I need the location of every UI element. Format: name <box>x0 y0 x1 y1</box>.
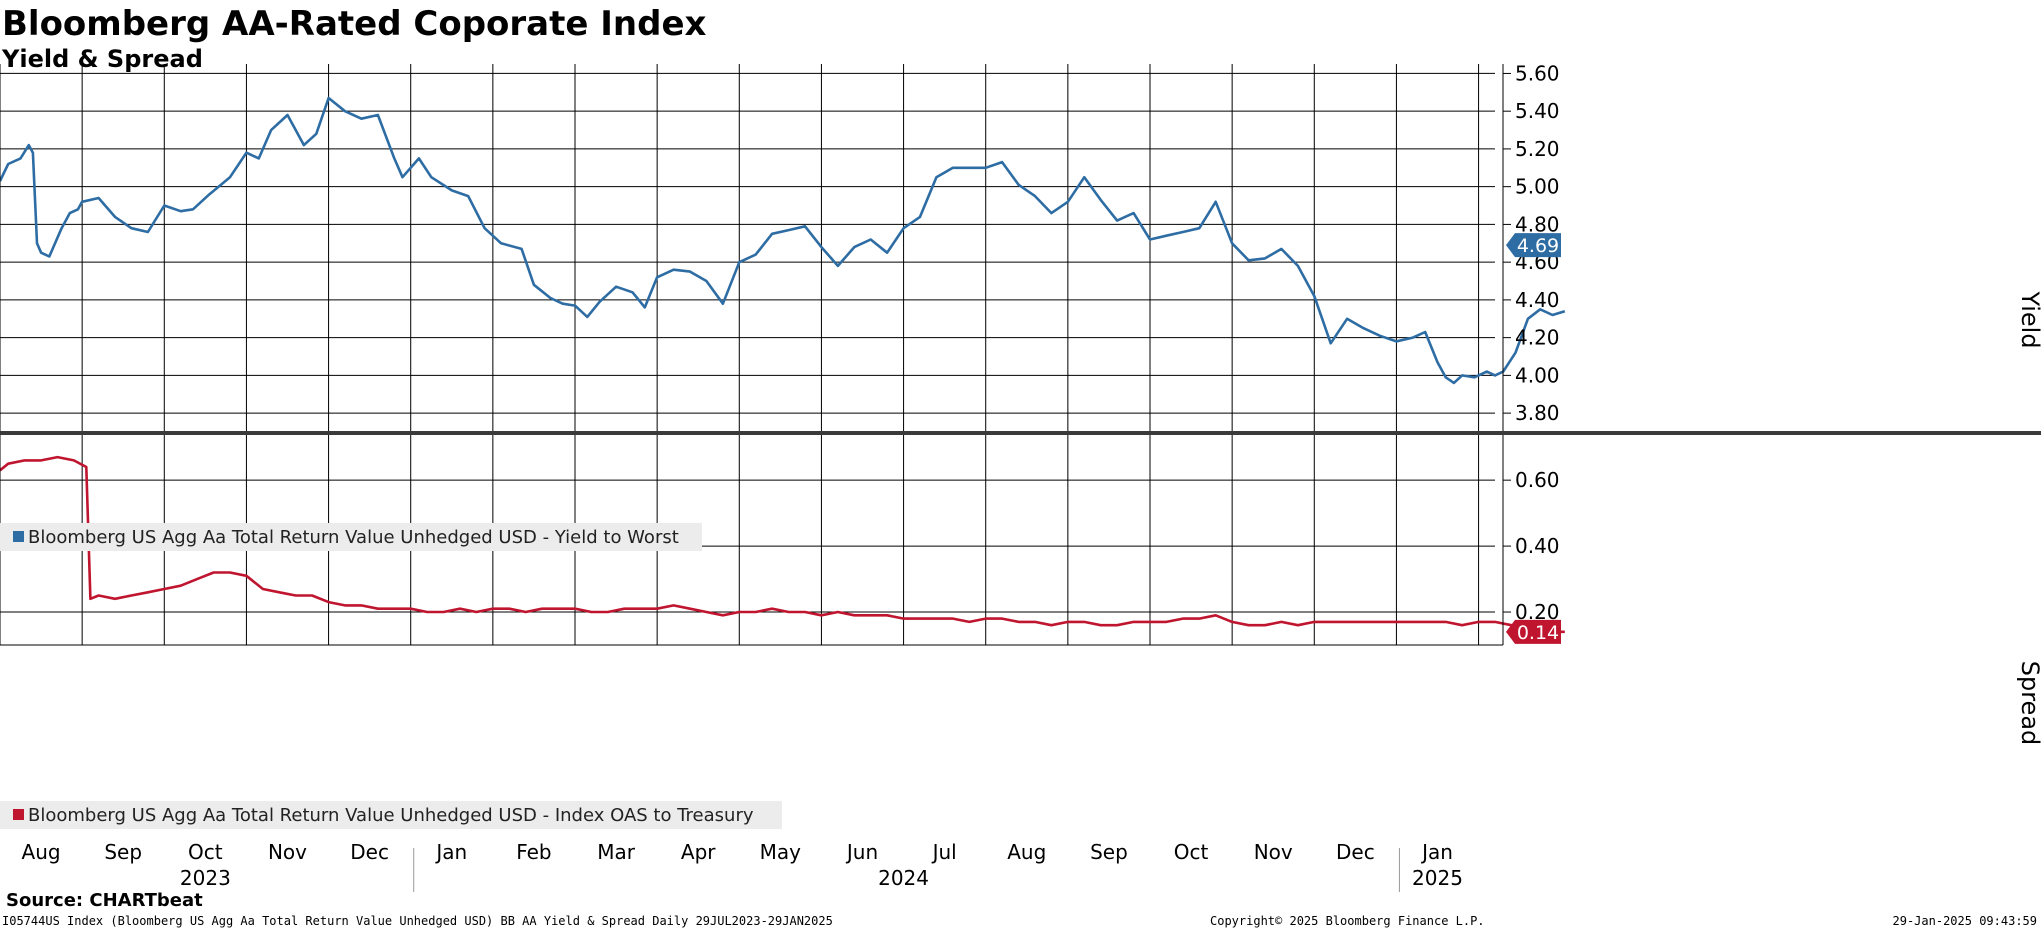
grid-lines <box>0 64 1495 645</box>
yield-tick-label-7: 5.20 <box>1515 137 1560 161</box>
year-label-0: 2023 <box>180 866 231 890</box>
month-label-3: Nov <box>268 840 307 864</box>
yield-tick-label-8: 5.40 <box>1515 99 1560 123</box>
month-label-17: Jan <box>1420 840 1453 864</box>
chart-title: Bloomberg AA-Rated Coporate Index <box>2 4 707 44</box>
series-lines <box>0 96 1566 634</box>
yield-tick-label-6: 5.00 <box>1515 175 1560 199</box>
axes: 3.804.004.204.404.604.805.005.205.405.60… <box>0 61 2041 892</box>
yield-axis-title: Yield <box>2016 290 2041 348</box>
yield-tick-label-1: 4.00 <box>1515 363 1560 387</box>
month-label-0: Aug <box>22 840 61 864</box>
yield-tick-label-9: 5.60 <box>1515 61 1560 85</box>
legend-spread-box <box>0 801 782 829</box>
yield-last-value-text: 4.69 <box>1517 235 1559 257</box>
month-label-5: Jan <box>434 840 467 864</box>
legends: Bloomberg US Agg Aa Total Return Value U… <box>0 523 782 829</box>
legend-yield: Bloomberg US Agg Aa Total Return Value U… <box>0 523 702 551</box>
yield-tick-label-3: 4.40 <box>1515 288 1560 312</box>
month-label-15: Nov <box>1254 840 1293 864</box>
yield-last-value: 4.69 <box>1506 233 1561 257</box>
yield-tick-label-2: 4.20 <box>1515 326 1560 350</box>
spread-tick-label-1: 0.40 <box>1515 534 1560 558</box>
spread-last-value-text: 0.14 <box>1517 622 1559 644</box>
month-label-6: Feb <box>516 840 551 864</box>
footer-copyright: Copyright© 2025 Bloomberg Finance L.P. <box>1210 914 1485 928</box>
footer-timestamp: 29-Jan-2025 09:43:59 <box>1892 914 2038 928</box>
legend-yield-box <box>0 523 702 551</box>
year-label-2: 2025 <box>1412 866 1463 890</box>
legend-spread: Bloomberg US Agg Aa Total Return Value U… <box>0 801 782 829</box>
month-label-2: Oct <box>188 840 223 864</box>
legend-spread-text: Bloomberg US Agg Aa Total Return Value U… <box>28 805 754 826</box>
footer-description: I05744US Index (Bloomberg US Agg Aa Tota… <box>2 914 833 928</box>
chart-subtitle: Yield & Spread <box>2 45 203 73</box>
month-label-12: Aug <box>1007 840 1046 864</box>
month-label-9: May <box>760 840 802 864</box>
panel-divider <box>0 431 2041 435</box>
yield-line-0 <box>0 96 1566 385</box>
month-label-11: Jul <box>931 840 957 864</box>
month-label-8: Apr <box>681 840 716 864</box>
legend-yield-swatch <box>13 531 24 542</box>
month-label-4: Dec <box>350 840 389 864</box>
spread-tick-label-2: 0.60 <box>1515 468 1560 492</box>
source-note: Source: CHARTbeat <box>6 890 203 911</box>
month-label-13: Sep <box>1090 840 1128 864</box>
month-label-1: Sep <box>104 840 142 864</box>
yield-tick-label-0: 3.80 <box>1515 401 1560 425</box>
spread-last-value-shape <box>1506 619 1561 644</box>
month-label-16: Dec <box>1336 840 1375 864</box>
spread-line-0 <box>0 455 1565 634</box>
month-label-7: Mar <box>597 840 636 864</box>
month-label-10: Jun <box>845 840 878 864</box>
legend-spread-swatch <box>13 809 24 820</box>
spread-axis-title: Spread <box>2016 661 2041 746</box>
yield-last-value-shape <box>1506 233 1561 258</box>
yield-tick-label-5: 4.80 <box>1515 212 1560 236</box>
legend-yield-text: Bloomberg US Agg Aa Total Return Value U… <box>28 527 679 548</box>
month-label-14: Oct <box>1174 840 1209 864</box>
year-label-1: 2024 <box>878 866 929 890</box>
spread-last-value: 0.14 <box>1506 619 1561 644</box>
